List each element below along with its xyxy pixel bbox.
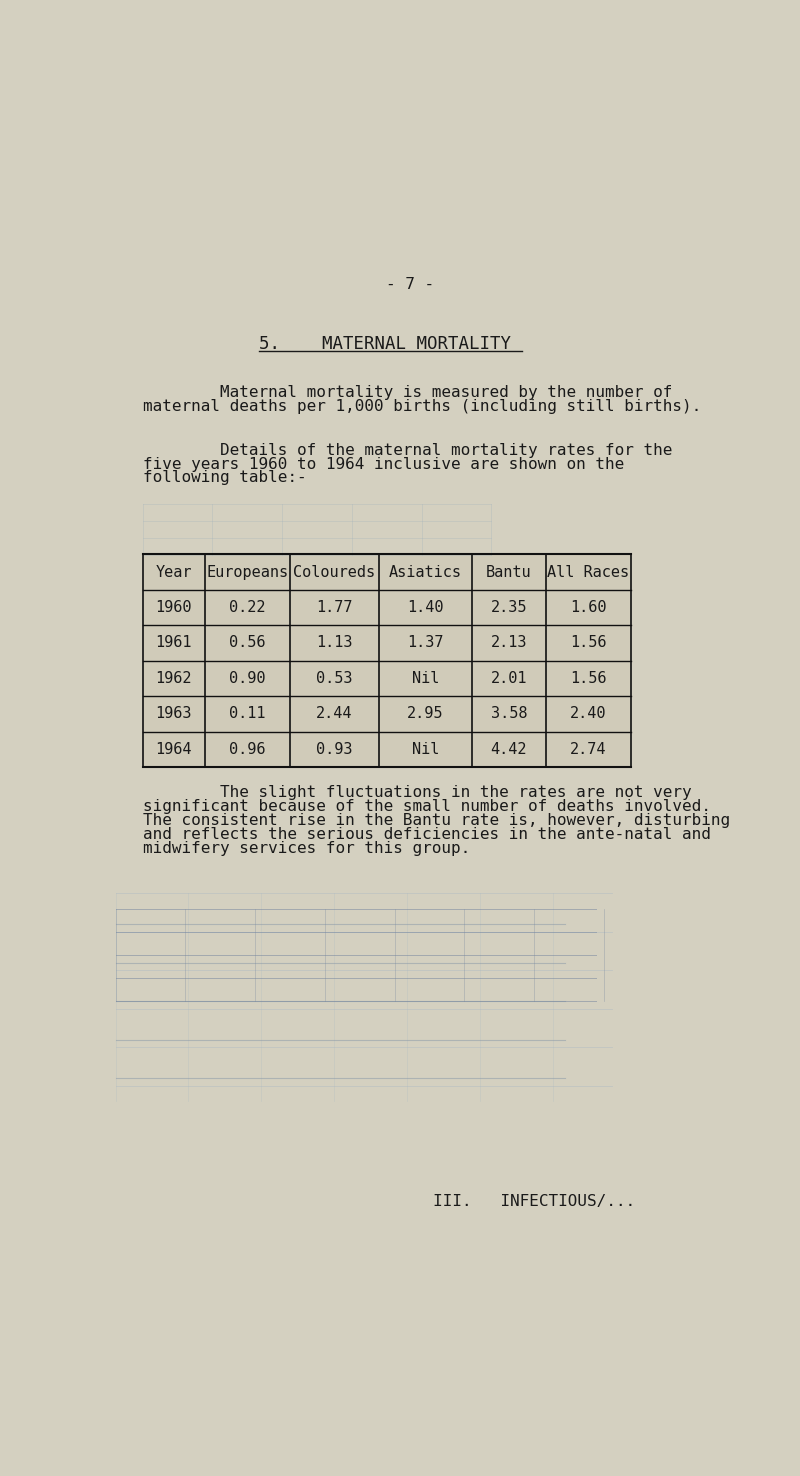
Bar	[142, 555, 631, 768]
Text: 1962: 1962	[155, 672, 192, 686]
Text: The consistent rise in the Bantu rate is, however, disturbing: The consistent rise in the Bantu rate is…	[142, 813, 730, 828]
Text: 2.01: 2.01	[490, 672, 527, 686]
Text: 4.42: 4.42	[490, 742, 527, 757]
Text: All Races: All Races	[547, 565, 630, 580]
Text: maternal deaths per 1,000 births (including still births).: maternal deaths per 1,000 births (includ…	[142, 399, 701, 413]
Text: 0.96: 0.96	[229, 742, 266, 757]
Text: Details of the maternal mortality rates for the: Details of the maternal mortality rates …	[142, 443, 672, 458]
Text: 0.53: 0.53	[316, 672, 353, 686]
Text: Year: Year	[155, 565, 192, 580]
Text: 2.13: 2.13	[490, 636, 527, 651]
Text: Nil: Nil	[412, 742, 439, 757]
Text: Maternal mortality is measured by the number of: Maternal mortality is measured by the nu…	[142, 385, 672, 400]
Text: 1.77: 1.77	[316, 601, 353, 615]
Text: 1.13: 1.13	[316, 636, 353, 651]
Text: 1.56: 1.56	[570, 636, 606, 651]
Text: Nil: Nil	[412, 672, 439, 686]
Text: significant because of the small number of deaths involved.: significant because of the small number …	[142, 800, 710, 815]
Text: Coloureds: Coloureds	[294, 565, 375, 580]
Text: 0.93: 0.93	[316, 742, 353, 757]
Text: 1.56: 1.56	[570, 672, 606, 686]
Text: 1.40: 1.40	[407, 601, 444, 615]
Text: 0.56: 0.56	[229, 636, 266, 651]
Text: following table:-: following table:-	[142, 471, 306, 486]
Text: 2.74: 2.74	[570, 742, 606, 757]
Text: 2.40: 2.40	[570, 707, 606, 722]
Text: 2.95: 2.95	[407, 707, 444, 722]
Text: 1.37: 1.37	[407, 636, 444, 651]
Text: 2.35: 2.35	[490, 601, 527, 615]
Text: 1960: 1960	[155, 601, 192, 615]
Text: and reflects the serious deficiencies in the ante-natal and: and reflects the serious deficiencies in…	[142, 827, 710, 841]
Text: 1964: 1964	[155, 742, 192, 757]
Text: midwifery services for this group.: midwifery services for this group.	[142, 841, 470, 856]
Text: The slight fluctuations in the rates are not very: The slight fluctuations in the rates are…	[142, 785, 691, 800]
Text: 0.11: 0.11	[229, 707, 266, 722]
Text: Europeans: Europeans	[206, 565, 288, 580]
Text: 1961: 1961	[155, 636, 192, 651]
Text: 0.90: 0.90	[229, 672, 266, 686]
Text: 0.22: 0.22	[229, 601, 266, 615]
Text: 1.60: 1.60	[570, 601, 606, 615]
Text: Asiatics: Asiatics	[389, 565, 462, 580]
Text: 1963: 1963	[155, 707, 192, 722]
Text: 2.44: 2.44	[316, 707, 353, 722]
Text: 5.    MATERNAL MORTALITY: 5. MATERNAL MORTALITY	[259, 335, 511, 353]
Text: - 7 -: - 7 -	[386, 277, 434, 292]
Text: III.   INFECTIOUS/...: III. INFECTIOUS/...	[434, 1194, 635, 1209]
Text: five years 1960 to 1964 inclusive are shown on the: five years 1960 to 1964 inclusive are sh…	[142, 456, 624, 472]
Text: Bantu: Bantu	[486, 565, 532, 580]
Text: 3.58: 3.58	[490, 707, 527, 722]
